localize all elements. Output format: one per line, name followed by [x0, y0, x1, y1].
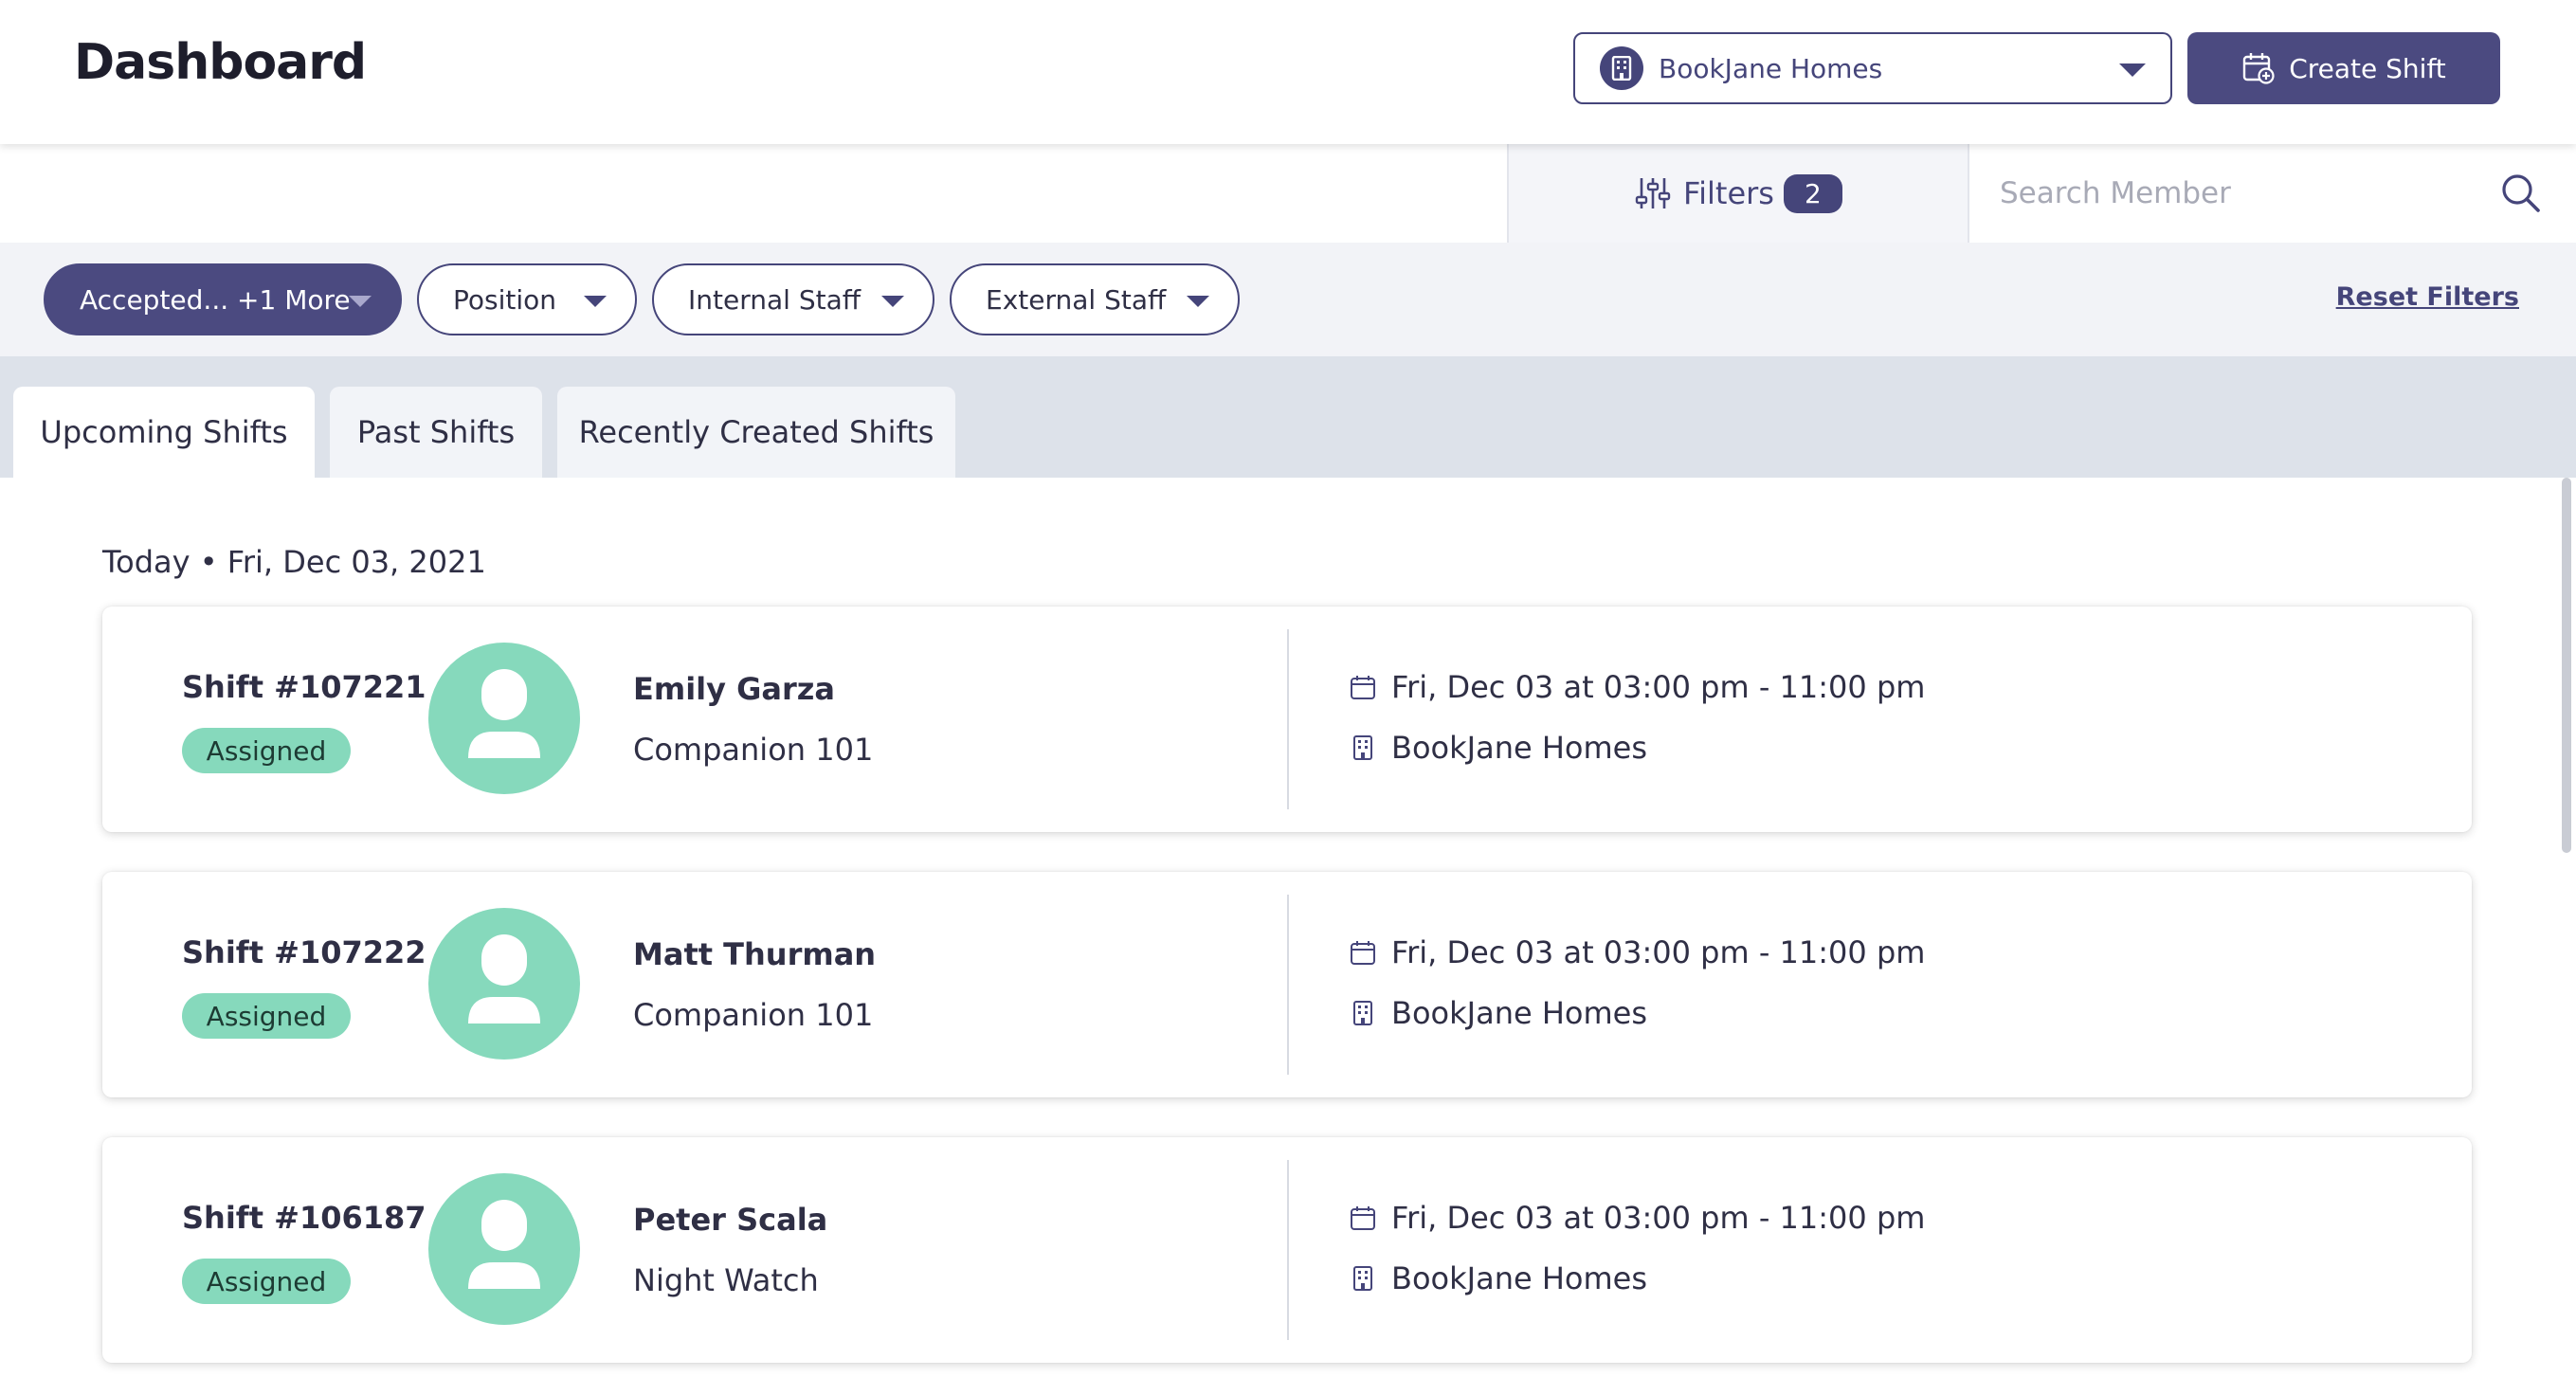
shift-location-text: BookJane Homes: [1391, 730, 1647, 766]
shift-location-text: BookJane Homes: [1391, 1260, 1647, 1296]
filters-count-badge: 2: [1783, 173, 1842, 213]
chevron-down-icon: [584, 296, 607, 307]
building-icon: [1353, 735, 1372, 760]
top-header: Dashboard BookJane Homes: [0, 0, 2576, 144]
sliders-icon: [1635, 178, 1671, 208]
shift-datetime-text: Fri, Dec 03 at 03:00 pm - 11:00 pm: [1391, 1200, 1926, 1236]
reset-filters-link[interactable]: Reset Filters: [2335, 282, 2519, 312]
calendar-plus-icon: [2243, 53, 2275, 84]
position-name: Companion 101: [633, 732, 874, 768]
position-name: Night Watch: [633, 1262, 819, 1298]
search-row: Filters 2: [0, 144, 2576, 243]
shift-datetime-text: Fri, Dec 03 at 03:00 pm - 11:00 pm: [1391, 669, 1926, 705]
shift-datetime: Fri, Dec 03 at 03:00 pm - 11:00 pm: [1350, 934, 1925, 970]
member-name[interactable]: Matt Thurman: [633, 936, 877, 972]
shift-card[interactable]: Shift #107221 Assigned Emily Garza Compa…: [102, 607, 2472, 832]
calendar-icon: [1351, 676, 1375, 699]
shift-location: BookJane Homes: [1350, 995, 1647, 1031]
date-group-header: Today • Fri, Dec 03, 2021: [102, 544, 486, 580]
filter-chip-row: Accepted... +1 More Position Internal St…: [0, 243, 2576, 356]
filters-label: Filters: [1683, 175, 1774, 211]
status-badge: Assigned: [182, 728, 351, 773]
tab-upcoming-shifts[interactable]: Upcoming Shifts: [13, 387, 315, 478]
content-scrollbar[interactable]: [2562, 478, 2571, 853]
shift-tabs: Upcoming Shifts Past Shifts Recently Cre…: [0, 356, 2576, 478]
create-shift-label: Create Shift: [2289, 52, 2446, 84]
shift-card[interactable]: Shift #107222 Assigned Matt Thurman Comp…: [102, 872, 2472, 1097]
chip-label: External Staff: [986, 283, 1167, 316]
shift-location-text: BookJane Homes: [1391, 995, 1647, 1031]
tab-recently-created-shifts[interactable]: Recently Created Shifts: [557, 387, 955, 478]
chevron-down-icon: [2119, 63, 2146, 77]
shift-location: BookJane Homes: [1350, 1260, 1647, 1296]
external-staff-filter-chip[interactable]: External Staff: [950, 263, 1240, 335]
calendar-icon: [1351, 941, 1375, 965]
shift-datetime: Fri, Dec 03 at 03:00 pm - 11:00 pm: [1350, 1200, 1925, 1236]
filters-button[interactable]: Filters 2: [1507, 144, 1969, 243]
shift-number: Shift #106187: [182, 1200, 426, 1236]
chip-label: Position: [453, 283, 557, 316]
avatar: [428, 1173, 580, 1325]
member-name[interactable]: Peter Scala: [633, 1202, 828, 1238]
building-icon: [1600, 46, 1643, 90]
user-icon: [468, 934, 540, 1024]
status-badge: Assigned: [182, 1259, 351, 1304]
status-badge: Assigned: [182, 993, 351, 1039]
chip-label: Accepted... +1 More: [80, 283, 351, 316]
page-title: Dashboard: [74, 34, 367, 91]
chevron-down-icon: [349, 296, 372, 307]
shift-list: Today • Fri, Dec 03, 2021 Shift #107221 …: [0, 478, 2559, 1395]
facility-selector-value: BookJane Homes: [1659, 52, 1883, 84]
shift-datetime-text: Fri, Dec 03 at 03:00 pm - 11:00 pm: [1391, 934, 1926, 970]
user-icon: [468, 1200, 540, 1289]
facility-selector[interactable]: BookJane Homes: [1573, 32, 2172, 104]
user-icon: [468, 669, 540, 758]
building-icon: [1353, 1266, 1372, 1291]
building-icon: [1353, 1001, 1372, 1025]
shift-datetime: Fri, Dec 03 at 03:00 pm - 11:00 pm: [1350, 669, 1925, 705]
search-member-input[interactable]: [2000, 165, 2474, 222]
card-divider: [1287, 895, 1289, 1075]
internal-staff-filter-chip[interactable]: Internal Staff: [652, 263, 934, 335]
shift-number: Shift #107222: [182, 934, 426, 970]
avatar: [428, 643, 580, 794]
avatar: [428, 908, 580, 1060]
create-shift-button[interactable]: Create Shift: [2187, 32, 2500, 104]
member-name[interactable]: Emily Garza: [633, 671, 835, 707]
chevron-down-icon: [1187, 296, 1209, 307]
position-filter-chip[interactable]: Position: [417, 263, 637, 335]
shift-number: Shift #107221: [182, 669, 426, 705]
shift-location: BookJane Homes: [1350, 730, 1647, 766]
card-divider: [1287, 1160, 1289, 1340]
chevron-down-icon: [881, 296, 904, 307]
card-divider: [1287, 629, 1289, 809]
tab-past-shifts[interactable]: Past Shifts: [330, 387, 542, 478]
search-icon[interactable]: [2500, 172, 2542, 218]
chip-label: Internal Staff: [688, 283, 862, 316]
shift-card[interactable]: Shift #106187 Assigned Peter Scala Night…: [102, 1137, 2472, 1363]
status-filter-chip[interactable]: Accepted... +1 More: [44, 263, 402, 335]
position-name: Companion 101: [633, 997, 874, 1033]
calendar-icon: [1351, 1206, 1375, 1230]
